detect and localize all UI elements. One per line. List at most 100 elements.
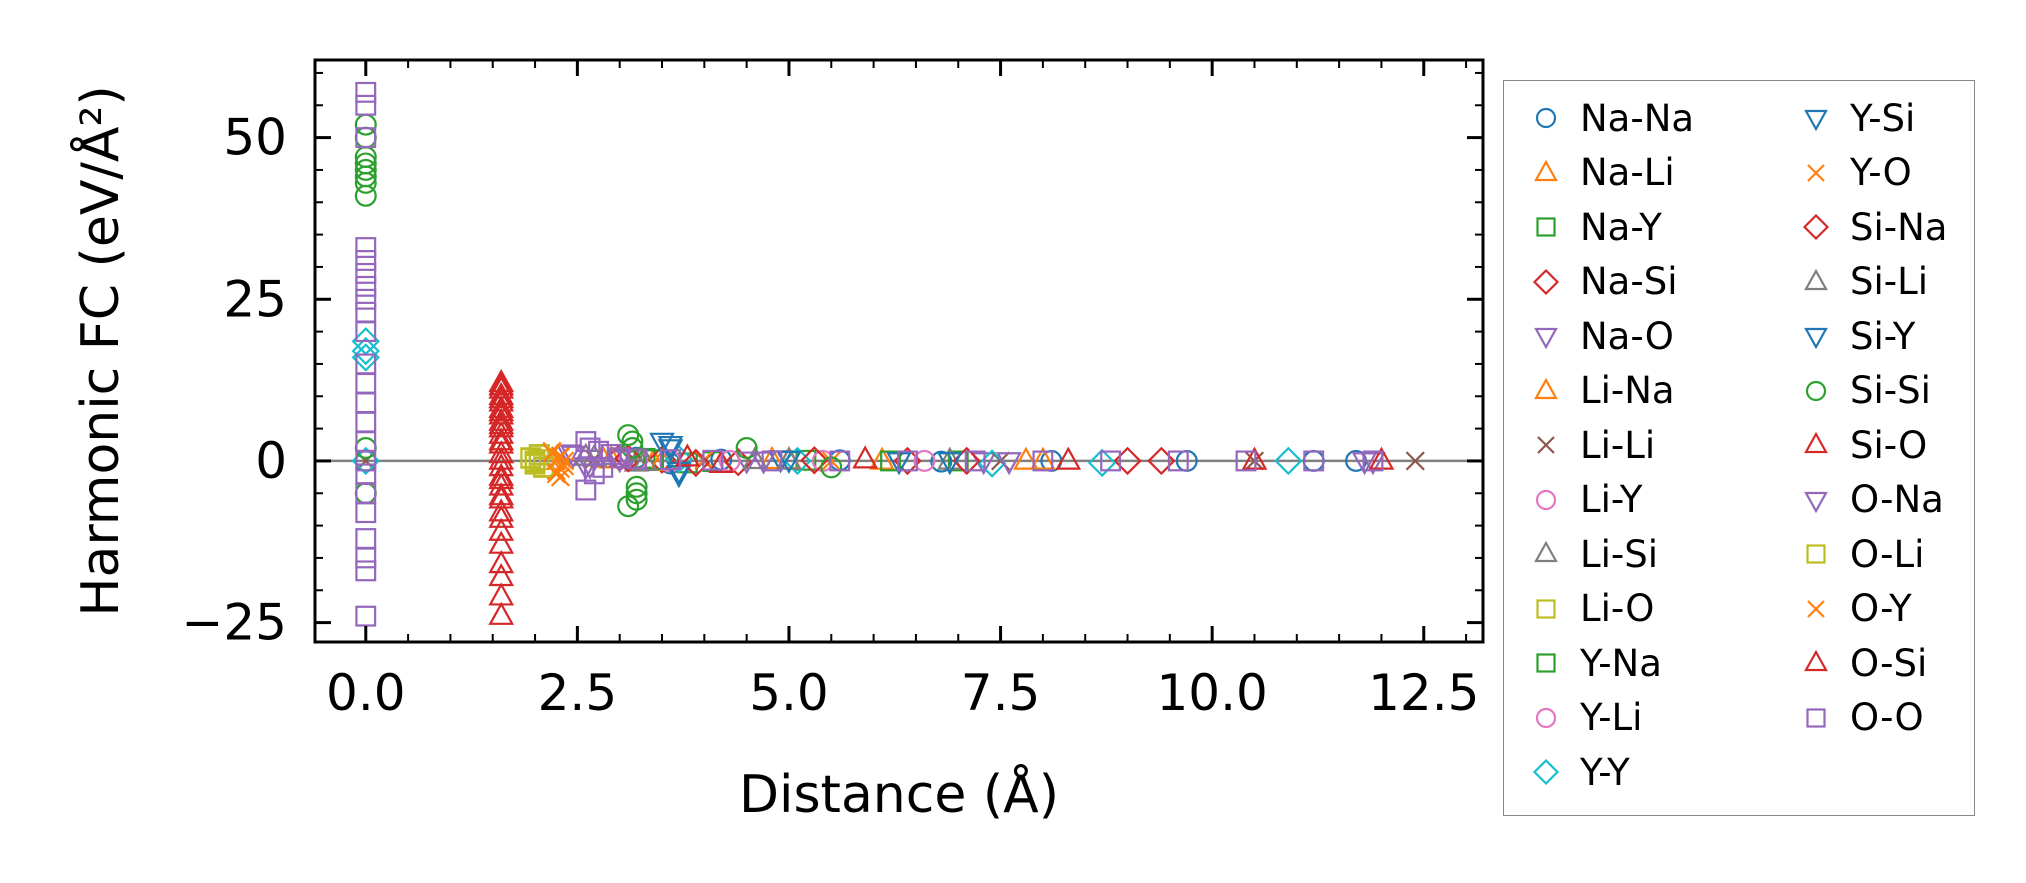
legend-marker-shape [1534,377,1558,399]
data-point [555,451,575,471]
data-point [488,517,515,541]
series-o-si [488,372,515,606]
data-point [355,127,377,149]
data-point [829,450,851,472]
data-point [626,448,648,470]
data-point [702,449,724,471]
data-point [649,432,675,456]
x-tick-label: 12.5 [1368,664,1479,722]
data-point [488,440,515,464]
legend-label: Na-Li [1580,151,1675,194]
legend-marker [1807,599,1825,618]
legend-label: O-Na [1850,478,1944,521]
x-axis-title: Distance (Å) [739,763,1059,825]
legend-item: Si-O [1796,420,1927,470]
legend-marker [1534,327,1558,350]
data-point [1087,448,1117,478]
data-point [1405,451,1425,471]
data-point [488,385,515,409]
legend-marker-shape [1534,327,1558,350]
legend-marker-shape [1806,707,1826,728]
data-point [355,411,377,433]
legend-marker [1806,707,1826,728]
legend-marker [1532,268,1560,295]
x-tick-label: 5.0 [749,664,829,722]
data-point [880,450,901,472]
data-point [354,126,377,149]
legend-marker [1807,163,1825,182]
legend-item: Li-Si [1526,529,1658,579]
legend-item: Li-O [1526,584,1654,634]
data-point [632,447,658,472]
data-point [355,262,377,284]
legend: Na-Na Na-Li Na-Y Na-Si Na-O Li-Na Li-Li Li-Y Li-… [1503,80,1975,816]
legend-item: Li-Li [1526,420,1655,470]
legend-item: O-Li [1796,529,1924,579]
data-point [488,411,515,435]
legend-item: Si-Na [1796,202,1947,252]
legend-item: Y-Y [1526,747,1630,797]
data-point [488,504,515,528]
series-o-o [355,81,1384,627]
legend-label: Li-Na [1580,369,1675,412]
legend-marker-shape [1804,491,1828,513]
data-point [355,372,377,394]
y-tick-label: 25 [223,270,287,328]
legend-item: Na-Na [1526,93,1694,143]
data-point [1100,450,1122,472]
data-point [355,288,377,310]
data-point [1235,450,1257,472]
data-point [733,451,760,475]
legend-label: Si-Y [1850,314,1916,358]
data-point [488,465,515,490]
data-point [609,447,631,469]
y-tick-label: −25 [181,594,287,652]
legend-item: Na-Y [1526,202,1662,252]
data-point [617,424,640,447]
data-point [355,237,377,258]
data-point [488,398,515,422]
data-point [355,94,377,116]
data-point [1167,450,1189,472]
data-point [354,184,377,207]
legend-label: Li-Li [1580,423,1656,467]
legend-marker-shape [1535,707,1557,728]
data-point [936,452,963,476]
legend-label: O-O [1850,696,1924,739]
data-point [355,605,377,627]
legend-item: Na-Li [1526,148,1675,198]
data-point [488,482,515,506]
legend-item: Na-Si [1526,257,1677,307]
legend-marker [1534,377,1558,399]
legend-marker [1532,758,1560,786]
legend-marker-shape [1804,268,1828,290]
legend-marker-shape [1807,599,1825,618]
legend-label: Y-Li [1580,696,1643,739]
data-point [761,450,783,472]
data-point [1055,446,1082,470]
data-point [355,250,377,271]
legend-marker [1536,598,1556,619]
legend-marker-shape [1804,109,1828,132]
data-point [488,582,515,606]
data-point [852,445,879,469]
legend-marker-shape [1535,489,1557,510]
data-point [897,450,918,472]
data-point [354,158,377,181]
legend-marker [1534,159,1558,181]
data-point [759,445,785,470]
legend-marker-shape [1536,653,1556,673]
legend-marker-shape [1534,159,1558,181]
data-point [708,449,735,473]
data-point [930,450,953,473]
data-point [488,372,515,396]
legend-label: Na-Si [1580,260,1678,303]
data-point [355,547,377,569]
data-point [621,430,644,453]
legend-item: Y-Si [1796,93,1915,143]
legend-marker [1805,380,1827,401]
series-o-y [542,443,575,484]
data-point [355,450,377,472]
data-point [488,430,515,454]
legend-marker [1535,489,1557,510]
